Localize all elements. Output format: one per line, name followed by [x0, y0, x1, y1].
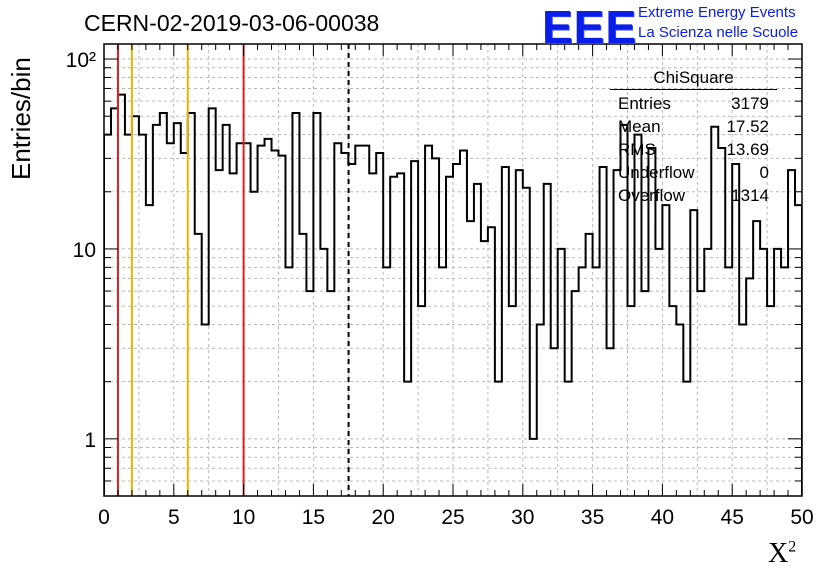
x-tick-label: 20 [372, 506, 395, 529]
x-axis-label-text: X [768, 538, 789, 569]
y-axis-label: Entries/bin [6, 57, 36, 180]
stats-name: ChiSquare [610, 68, 777, 90]
stats-value: 13.69 [726, 140, 769, 159]
stats-value: 17.52 [726, 117, 769, 136]
stats-value: 3179 [731, 94, 769, 113]
histogram-series [104, 93, 802, 496]
x-tick-label: 35 [581, 506, 604, 529]
stats-label: Overflow [618, 186, 686, 205]
y-tick-label: 10² [66, 49, 96, 72]
x-tick-label: 10 [232, 506, 255, 529]
logo-line1: Extreme Energy Events [638, 4, 796, 21]
x-tick-label: 25 [441, 506, 464, 529]
stats-row-overflow: Overflow 1314 [610, 184, 777, 207]
stats-value: 1314 [731, 186, 769, 205]
chart-title: CERN-02-2019-03-06-00038 [84, 10, 380, 36]
x-tick-label: 50 [790, 506, 813, 529]
stats-box: ChiSquare Entries 3179 Mean 17.52 RMS 13… [610, 68, 777, 207]
x-tick-label: 15 [302, 506, 325, 529]
stats-label: Mean [618, 117, 661, 136]
stats-value: 0 [759, 163, 769, 182]
eee-logo: EEE [542, 1, 638, 53]
x-tick-label: 45 [721, 506, 744, 529]
stats-row-entries: Entries 3179 [610, 92, 777, 115]
x-tick-label: 30 [511, 506, 534, 529]
x-tick-label: 40 [651, 506, 674, 529]
x-tick-label: 5 [168, 506, 180, 529]
stats-row-underflow: Underflow 0 [610, 161, 777, 184]
x-axis-label: X2 [768, 538, 796, 570]
y-tick-label: 1 [84, 429, 96, 452]
stats-row-mean: Mean 17.52 [610, 115, 777, 138]
stats-label: Underflow [618, 163, 695, 182]
x-axis-label-superscript: 2 [788, 538, 797, 556]
stats-label: RMS [618, 140, 656, 159]
x-tick-label: 0 [98, 506, 110, 529]
y-tick-label: 10 [73, 239, 96, 262]
stats-row-rms: RMS 13.69 [610, 138, 777, 161]
logo-line2: La Scienza nelle Scuole [638, 24, 799, 41]
stats-label: Entries [618, 94, 671, 113]
